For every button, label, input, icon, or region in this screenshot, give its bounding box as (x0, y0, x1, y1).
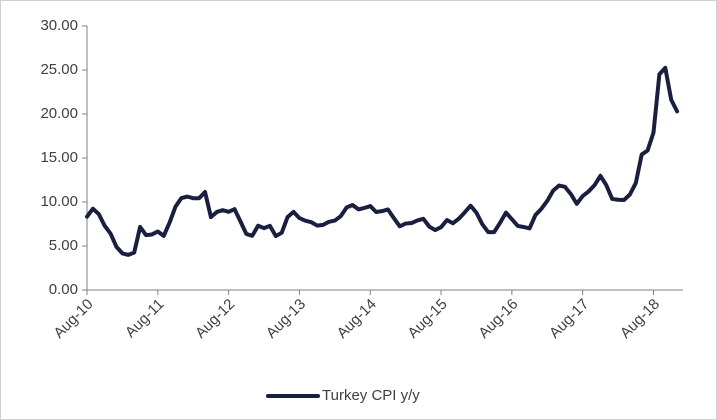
y-tick-label: 0.00 (49, 281, 78, 298)
y-tick-label: 5.00 (49, 237, 78, 254)
y-tick-label: 30.00 (40, 17, 78, 34)
series-line (85, 65, 680, 257)
y-tick-label: 20.00 (40, 105, 78, 122)
y-tick-label: 10.00 (40, 193, 78, 210)
y-tick-label: 25.00 (40, 61, 78, 78)
y-tick-label: 15.00 (40, 149, 78, 166)
legend-label: Turkey CPI y/y (322, 387, 420, 404)
